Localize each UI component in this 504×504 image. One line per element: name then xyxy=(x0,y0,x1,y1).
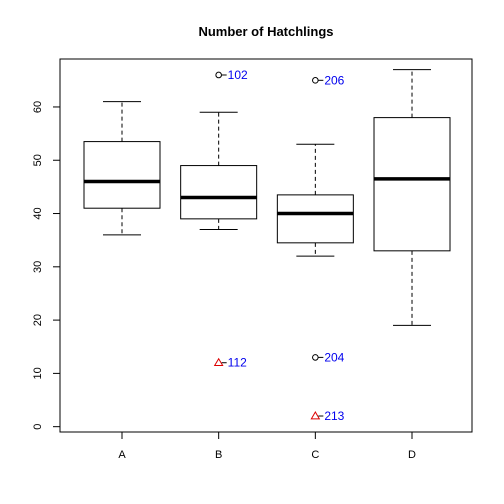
iqr-box xyxy=(276,194,354,244)
y-tick-label: 30 xyxy=(32,261,44,273)
iqr-box xyxy=(180,165,258,220)
outlier-triangle xyxy=(213,357,224,367)
y-tick-label: 20 xyxy=(32,314,44,326)
box-d xyxy=(373,69,451,326)
outlier-label: 102 xyxy=(228,68,248,82)
iqr-box xyxy=(373,117,451,252)
outlier-label: 204 xyxy=(324,350,344,364)
y-tick-label: 0 xyxy=(32,424,44,430)
x-axis: A B C D xyxy=(118,432,416,461)
x-tick-label: C xyxy=(311,449,319,461)
x-tick-label: A xyxy=(118,449,126,461)
y-tick-label: 10 xyxy=(32,367,44,379)
outlier-label: 112 xyxy=(228,356,247,370)
outliers: 102 112 206 204 213 xyxy=(213,68,345,423)
box-c xyxy=(276,143,354,257)
outlier-triangle xyxy=(310,411,321,420)
box-b xyxy=(180,111,258,231)
y-tick-label: 40 xyxy=(32,207,44,219)
outlier-circle xyxy=(312,354,319,361)
iqr-box xyxy=(83,141,161,209)
y-axis: 0 10 20 30 40 50 60 xyxy=(32,101,60,430)
plot-frame xyxy=(59,58,473,433)
y-tick-label: 60 xyxy=(32,101,44,113)
outlier-circle xyxy=(215,71,222,79)
outlier-label: 213 xyxy=(324,409,344,423)
box-a xyxy=(83,101,161,236)
chart-title: Number of Hatchlings xyxy=(198,24,333,39)
outlier-circle xyxy=(312,77,319,84)
x-tick-label: B xyxy=(215,449,222,461)
y-tick-label: 50 xyxy=(32,154,44,166)
outlier-label: 206 xyxy=(324,73,344,87)
boxes xyxy=(83,69,451,326)
x-tick-label: D xyxy=(408,449,416,461)
